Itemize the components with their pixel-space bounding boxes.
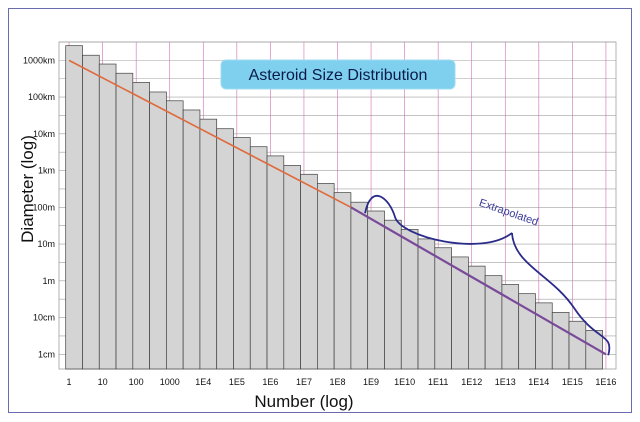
x-tick-label: 1E9: [363, 377, 379, 387]
bar: [384, 219, 402, 370]
bar: [300, 173, 318, 370]
bar: [417, 238, 436, 370]
bar: [65, 45, 83, 370]
x-tick-label: 1E10: [394, 377, 415, 387]
x-axis-title: Number (log): [254, 392, 353, 411]
x-tick-label: 1E11: [428, 377, 448, 387]
x-tick-label: 10: [98, 377, 108, 387]
bar: [166, 100, 184, 370]
bar: [82, 54, 100, 370]
y-tick-label: 10m: [37, 239, 55, 249]
x-tick-label: 1000: [160, 377, 180, 387]
bar: [283, 165, 301, 370]
bars: [65, 45, 603, 370]
bar: [182, 109, 201, 370]
x-tick-label: 1E16: [595, 377, 616, 387]
x-tick-label: 1E13: [495, 377, 516, 387]
bar: [249, 146, 268, 370]
bar: [216, 128, 234, 370]
bar: [551, 312, 570, 370]
y-tick-label: 100km: [28, 92, 55, 102]
y-tick-label: 1000km: [23, 55, 55, 65]
bar: [468, 265, 486, 370]
trend-line-extrapolated: [350, 206, 607, 356]
bar: [233, 137, 251, 370]
bar: [367, 210, 385, 370]
bar: [400, 229, 419, 370]
x-tick-label: 1E15: [562, 377, 583, 387]
x-tick-labels: 1 10 100 1000 1E4 1E5 1E6 1E7 1E8 1E9 1E10 1E11 1E12…: [67, 377, 617, 387]
x-tick-label: 1E8: [329, 377, 345, 387]
y-tick-label: 1cm: [38, 349, 55, 359]
x-tick-label: 1: [67, 377, 72, 387]
chart-frame: Extrapolated 1 10 100 1000 1E4 1E5 1E6 1E7 1E8 1E…: [8, 8, 632, 413]
bar: [115, 72, 134, 370]
chart-title: Asteroid Size Distribution: [249, 67, 428, 84]
x-tick-label: 1E12: [461, 377, 482, 387]
asteroid-chart: Extrapolated 1 10 100 1000 1E4 1E5 1E6 1E7 1E8 1E…: [18, 41, 617, 411]
y-tick-label: 10km: [33, 129, 55, 139]
bar: [98, 63, 117, 370]
bar: [350, 201, 369, 370]
y-tick-labels: 1000km 100km 10km 1km 100m 10m 1m 10cm 1cm: [23, 55, 55, 359]
bar: [333, 192, 352, 370]
x-tick-label: 1E4: [195, 377, 211, 387]
bar: [266, 155, 285, 370]
title-background: [220, 59, 456, 90]
bar: [132, 82, 150, 370]
y-tick-label: 1m: [42, 276, 55, 286]
x-tick-label: 1E7: [296, 377, 312, 387]
bar: [317, 183, 335, 370]
y-tick-label: 10cm: [33, 313, 55, 323]
trend-line-observed: [68, 59, 352, 209]
bar: [199, 118, 218, 370]
bar: [568, 320, 587, 370]
y-tick-label: 100m: [32, 202, 55, 212]
trend-lines: [68, 59, 607, 356]
extrapolated-brace: [364, 195, 611, 356]
bar: [535, 302, 553, 370]
x-tick-label: 1E14: [528, 377, 549, 387]
bar: [501, 284, 520, 370]
x-tick-label: 100: [129, 377, 144, 387]
x-tick-label: 1E5: [229, 377, 245, 387]
bar: [434, 247, 452, 370]
y-tick-label: 1km: [38, 166, 55, 176]
bar: [149, 91, 167, 370]
y-axis-title: Diameter (log): [18, 135, 37, 243]
x-tick-label: 1E6: [262, 377, 278, 387]
